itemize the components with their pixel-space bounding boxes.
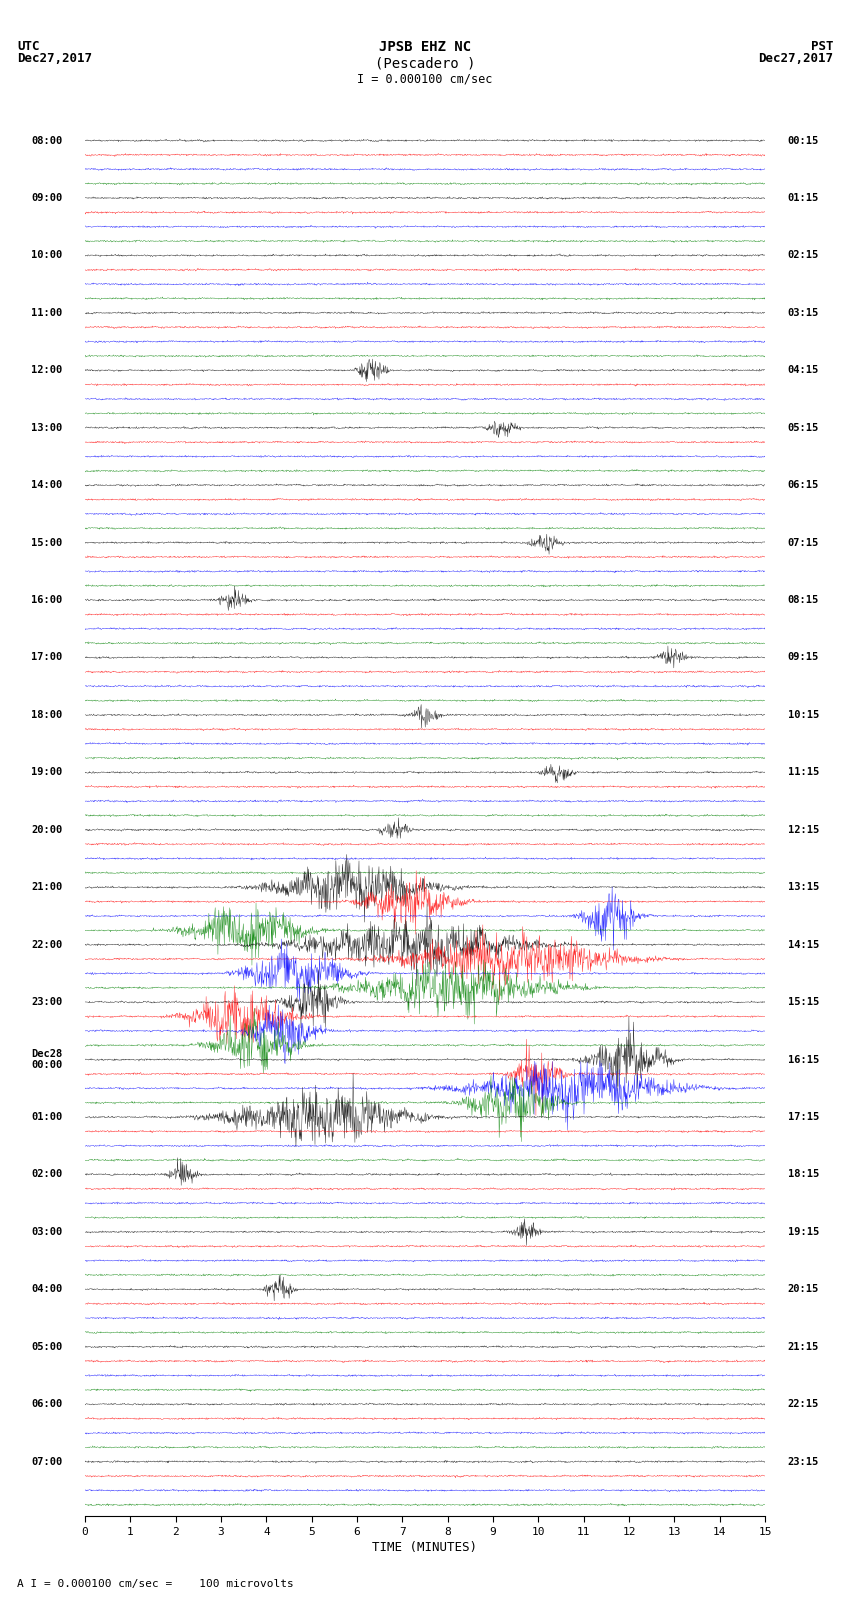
- Text: 17:00: 17:00: [31, 653, 62, 663]
- Text: 09:00: 09:00: [31, 194, 62, 203]
- Text: A I = 0.000100 cm/sec =    100 microvolts: A I = 0.000100 cm/sec = 100 microvolts: [17, 1579, 294, 1589]
- Text: 02:15: 02:15: [788, 250, 819, 260]
- Text: Dec27,2017: Dec27,2017: [17, 52, 92, 65]
- Text: 13:15: 13:15: [788, 882, 819, 892]
- Text: 04:00: 04:00: [31, 1284, 62, 1294]
- Text: 06:00: 06:00: [31, 1398, 62, 1410]
- Text: 17:15: 17:15: [788, 1111, 819, 1123]
- Text: 12:00: 12:00: [31, 365, 62, 376]
- Text: 13:00: 13:00: [31, 423, 62, 432]
- Text: 19:00: 19:00: [31, 768, 62, 777]
- Text: 04:15: 04:15: [788, 365, 819, 376]
- Text: 15:00: 15:00: [31, 537, 62, 547]
- Text: 16:00: 16:00: [31, 595, 62, 605]
- Text: 07:15: 07:15: [788, 537, 819, 547]
- Text: 11:00: 11:00: [31, 308, 62, 318]
- Text: 11:15: 11:15: [788, 768, 819, 777]
- Text: 01:00: 01:00: [31, 1111, 62, 1123]
- Text: 20:00: 20:00: [31, 824, 62, 836]
- Text: 18:00: 18:00: [31, 710, 62, 719]
- Text: 12:15: 12:15: [788, 824, 819, 836]
- Text: 18:15: 18:15: [788, 1169, 819, 1179]
- Text: PST: PST: [811, 40, 833, 53]
- Text: 19:15: 19:15: [788, 1227, 819, 1237]
- Text: 23:00: 23:00: [31, 997, 62, 1007]
- Text: 00:15: 00:15: [788, 135, 819, 145]
- Text: 21:00: 21:00: [31, 882, 62, 892]
- Text: 15:15: 15:15: [788, 997, 819, 1007]
- Text: 10:00: 10:00: [31, 250, 62, 260]
- Text: Dec28
00:00: Dec28 00:00: [31, 1048, 62, 1071]
- Text: 03:15: 03:15: [788, 308, 819, 318]
- Text: 08:00: 08:00: [31, 135, 62, 145]
- Text: 22:15: 22:15: [788, 1398, 819, 1410]
- Text: 23:15: 23:15: [788, 1457, 819, 1466]
- Text: I = 0.000100 cm/sec: I = 0.000100 cm/sec: [357, 73, 493, 85]
- Text: 07:00: 07:00: [31, 1457, 62, 1466]
- Text: (Pescadero ): (Pescadero ): [375, 56, 475, 71]
- Text: Dec27,2017: Dec27,2017: [758, 52, 833, 65]
- Text: 05:15: 05:15: [788, 423, 819, 432]
- Text: 08:15: 08:15: [788, 595, 819, 605]
- Text: 02:00: 02:00: [31, 1169, 62, 1179]
- Text: 21:15: 21:15: [788, 1342, 819, 1352]
- Text: 06:15: 06:15: [788, 481, 819, 490]
- Text: 01:15: 01:15: [788, 194, 819, 203]
- Text: 03:00: 03:00: [31, 1227, 62, 1237]
- Text: 10:15: 10:15: [788, 710, 819, 719]
- Text: 20:15: 20:15: [788, 1284, 819, 1294]
- X-axis label: TIME (MINUTES): TIME (MINUTES): [372, 1540, 478, 1553]
- Text: 05:00: 05:00: [31, 1342, 62, 1352]
- Text: 09:15: 09:15: [788, 653, 819, 663]
- Text: 14:15: 14:15: [788, 940, 819, 950]
- Text: 22:00: 22:00: [31, 940, 62, 950]
- Text: JPSB EHZ NC: JPSB EHZ NC: [379, 40, 471, 55]
- Text: 16:15: 16:15: [788, 1055, 819, 1065]
- Text: UTC: UTC: [17, 40, 39, 53]
- Text: 14:00: 14:00: [31, 481, 62, 490]
